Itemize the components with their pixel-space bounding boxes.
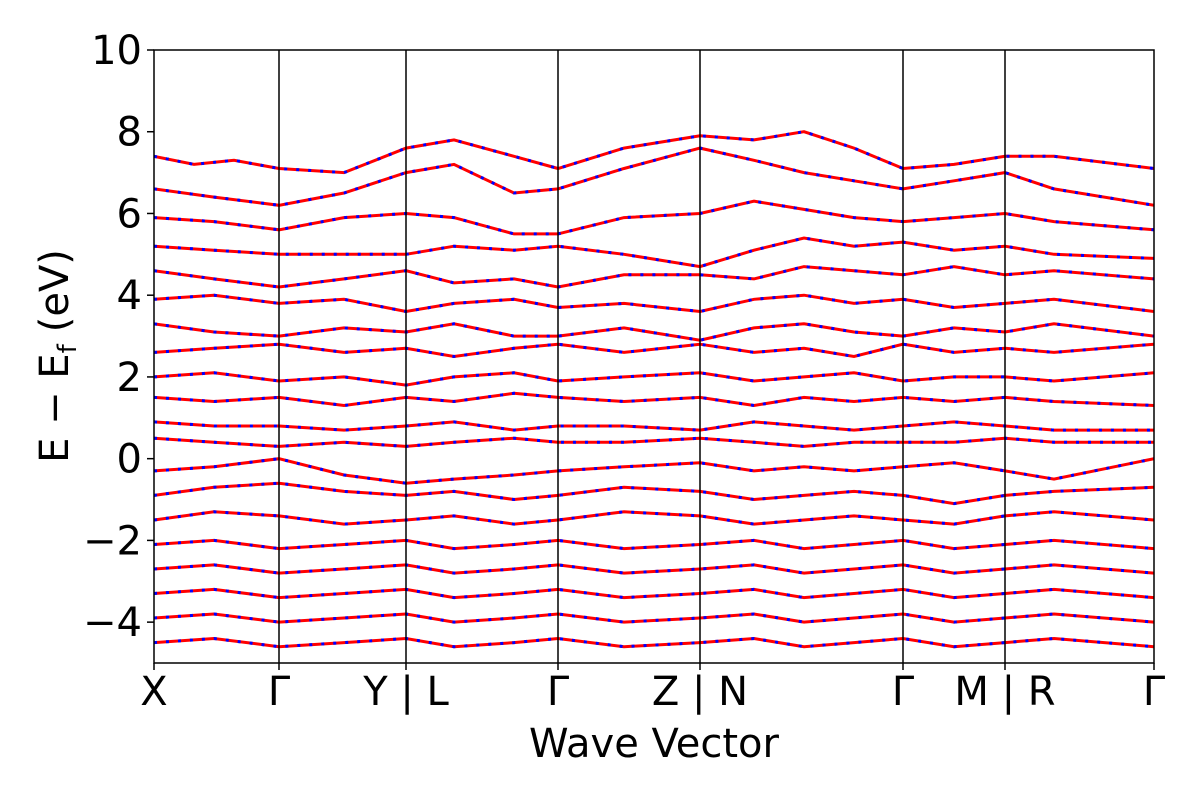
band-line-9 — [154, 371, 1154, 387]
y-tick-label: 8 — [117, 110, 142, 156]
band-line-overlay-7 — [154, 322, 1154, 342]
x-tick-label: M | R — [954, 669, 1055, 715]
band-line-16 — [154, 538, 1154, 551]
y-tick-label: 2 — [117, 355, 142, 401]
plot-frame — [153, 49, 1155, 664]
y-tick-label: 4 — [117, 273, 142, 319]
band-line-8 — [154, 342, 1154, 359]
x-tick-label: Γ — [268, 669, 291, 715]
band-line-overlay-13 — [154, 457, 1154, 485]
y-tick-label: 0 — [117, 437, 142, 483]
band-line-overlay-15 — [154, 510, 1154, 526]
bands-layer — [154, 130, 1154, 649]
x-axis-label: Wave Vector — [529, 721, 780, 767]
band-line-overlay-5 — [154, 265, 1154, 289]
x-tick-label: Γ — [892, 669, 915, 715]
x-tick-label: X — [140, 669, 167, 715]
y-tick-label: −2 — [83, 518, 142, 564]
y-tick-label: −4 — [83, 600, 142, 646]
band-line-20 — [154, 636, 1154, 649]
x-axis-ticks: X Γ Y | L Γ Z | N Γ M | R Γ — [140, 663, 1166, 715]
plot-background — [154, 50, 1154, 663]
band-line-19 — [154, 612, 1154, 624]
y-axis-ticks: −4 −2 0 2 4 6 8 10 — [83, 28, 154, 646]
band-line-17 — [154, 563, 1154, 575]
band-line-overlay-3 — [154, 199, 1154, 236]
y-axis-label-subscript: f — [53, 343, 83, 353]
band-line-12 — [154, 436, 1154, 448]
y-tick-label: 6 — [117, 191, 142, 237]
band-line-11 — [154, 420, 1154, 432]
band-line-overlay-2 — [154, 146, 1154, 207]
band-line-10 — [154, 391, 1154, 408]
band-line-overlay-14 — [154, 481, 1154, 506]
y-axis-label: E − Ef (eV) — [32, 249, 83, 463]
x-tick-label: Γ — [547, 669, 570, 715]
x-tick-label: Y | L — [362, 669, 449, 715]
x-tick-label: Γ — [1143, 669, 1166, 715]
band-line-18 — [154, 587, 1154, 600]
y-tick-label: 10 — [91, 28, 142, 74]
y-axis-label-unit: (eV) — [32, 249, 78, 332]
kpath-lines — [278, 50, 1006, 663]
band-line-6 — [154, 293, 1154, 314]
band-line-overlay-4 — [154, 236, 1154, 269]
x-tick-label: Z | N — [652, 669, 748, 715]
y-axis-label-main: E − E — [32, 353, 78, 463]
